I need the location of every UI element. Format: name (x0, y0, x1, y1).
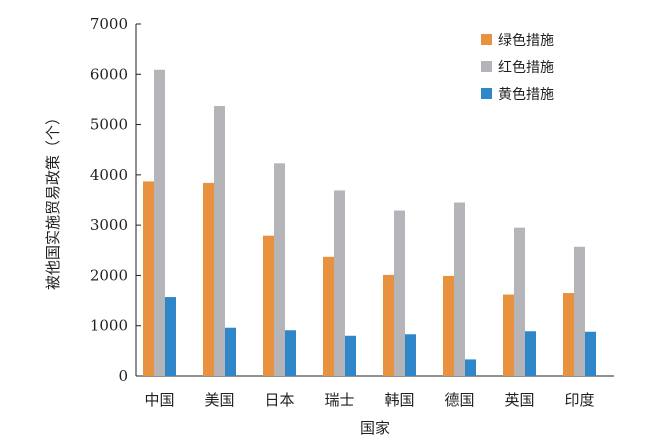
bar-绿色措施-美国 (203, 182, 214, 376)
legend-swatch (481, 61, 492, 72)
legend-swatch (481, 88, 492, 99)
bar-黄色措施-日本 (285, 330, 296, 376)
x-tick-label: 德国 (444, 391, 474, 409)
y-tick-label: 7000 (90, 15, 128, 33)
bar-红色措施-中国 (154, 69, 165, 376)
x-tick-label: 印度 (564, 391, 594, 409)
x-tick-label: 英国 (504, 391, 534, 409)
bar-红色措施-美国 (214, 105, 225, 377)
bar-红色措施-瑞士 (334, 190, 345, 376)
bar-绿色措施-日本 (263, 235, 274, 376)
x-tick-label: 瑞士 (324, 391, 354, 409)
x-axis-ticks: 中国 美国 日本 瑞士 韩国 德国 英国 印度 (144, 391, 594, 409)
y-axis-ticks: 0 1000 2000 3000 4000 5000 6000 7000 (90, 15, 141, 385)
x-tick-label: 韩国 (384, 391, 414, 409)
bar-绿色措施-中国 (143, 181, 154, 376)
bar-绿色措施-瑞士 (323, 256, 334, 376)
y-tick-label: 5000 (90, 116, 128, 134)
bar-黄色措施-美国 (225, 327, 236, 376)
bar-红色措施-英国 (514, 227, 525, 376)
x-tick-label: 日本 (264, 391, 294, 409)
y-tick-label: 1000 (90, 317, 128, 335)
y-tick-label: 0 (118, 367, 128, 385)
bar-绿色措施-韩国 (383, 274, 394, 376)
bar-绿色措施-英国 (503, 294, 514, 376)
bar-黄色措施-瑞士 (345, 335, 356, 376)
bar-红色措施-日本 (274, 163, 285, 376)
bar-黄色措施-韩国 (405, 334, 416, 376)
legend-label: 红色措施 (498, 59, 554, 76)
bar-红色措施-韩国 (394, 210, 405, 376)
y-tick-label: 4000 (90, 166, 128, 184)
bar-红色措施-德国 (454, 202, 465, 376)
x-tick-label: 美国 (204, 391, 234, 409)
y-tick-label: 2000 (90, 266, 128, 284)
x-axis-title: 国家 (360, 419, 390, 437)
bar-红色措施-印度 (574, 246, 585, 376)
x-tick-label: 中国 (144, 391, 174, 409)
bar-绿色措施-印度 (563, 293, 574, 376)
bar-绿色措施-德国 (443, 275, 454, 376)
y-tick-label: 3000 (90, 216, 128, 234)
y-tick-label: 6000 (90, 65, 128, 83)
legend-label: 黄色措施 (498, 86, 554, 103)
y-axis-title: 被他国实施贸易政策（个） (44, 110, 62, 290)
legend-swatch (481, 34, 492, 45)
bar-黄色措施-德国 (465, 359, 476, 376)
bar-series (143, 69, 596, 377)
bar-黄色措施-印度 (585, 331, 596, 376)
bar-黄色措施-英国 (525, 331, 536, 376)
bar-黄色措施-中国 (165, 297, 176, 376)
legend-label: 绿色措施 (498, 32, 554, 49)
